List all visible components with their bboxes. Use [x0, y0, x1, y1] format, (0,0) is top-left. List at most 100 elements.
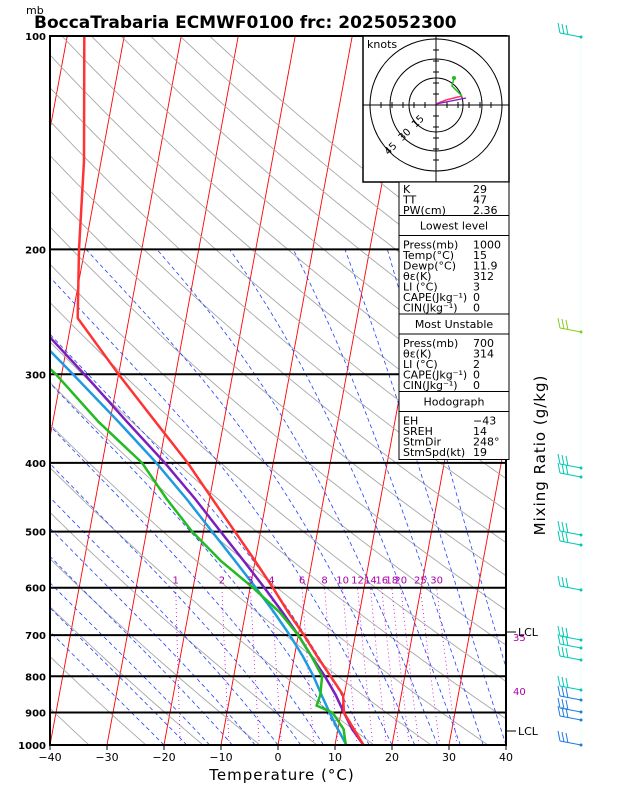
pressure-tick-label: 200: [25, 245, 46, 256]
isotherm-line: [0, 36, 10, 745]
sounding-profiles: [50, 36, 365, 745]
indices-table: K 29 TT 47 PW(cm) 2.36 Lowest level Press(mb) 10…: [398, 181, 510, 460]
index-label: StmSpd(kt): [403, 446, 465, 459]
wind-barb-feather: [561, 626, 565, 638]
index-label: SREH: [403, 425, 433, 438]
dry-adiabat-line: [50, 54, 506, 449]
dry-adiabat-line: [50, 263, 506, 646]
index-value: 15: [473, 249, 487, 262]
indices-table-frame: [398, 181, 510, 460]
index-label: PW(cm): [403, 204, 446, 217]
wind-barb-feather: [561, 463, 565, 475]
mixing-ratio-label: 1: [173, 576, 179, 587]
wind-barb-feather: [565, 577, 569, 589]
dry-adiabat-line: [61, 36, 506, 419]
index-section-heading: Most Unstable: [415, 318, 494, 331]
isotherm-line: [106, 36, 239, 745]
index-value: 700: [473, 337, 494, 350]
index-value: 2: [473, 358, 480, 371]
wind-barb-feather: [561, 676, 565, 688]
hodograph-trace-high: [451, 77, 463, 97]
wind-barb-feather: [561, 576, 565, 588]
wind-barb-feather: [565, 464, 569, 476]
wind-barb-feather: [565, 24, 569, 36]
wind-barb-feather: [561, 454, 565, 466]
index-section-heading: Hodograph: [424, 396, 485, 409]
pressure-tick-label: 800: [25, 672, 46, 683]
mixing-ratio-label: 3: [247, 576, 253, 587]
dry-adiabat-line: [50, 467, 375, 745]
lcl-label-lower: LCL: [518, 725, 539, 738]
index-label: Temp(°C): [402, 249, 454, 262]
moist-adiabat-line: [50, 425, 324, 745]
x-tick-label: 20: [385, 751, 399, 764]
wind-barb-feather: [557, 645, 561, 657]
wind-barb-staff: [559, 327, 582, 333]
y-axis: 1000 900 800 700 600 500 400 300 200 100: [18, 32, 46, 752]
index-label: StmDir: [403, 436, 442, 449]
index-value: 47: [473, 194, 487, 207]
moist-adiabat-line: [50, 631, 165, 745]
wind-barb-staff: [559, 472, 582, 478]
index-label: θε(K): [403, 270, 431, 283]
index-label: EH: [403, 415, 418, 428]
dry-adiabat-line: [50, 606, 204, 745]
mixing-ratio-label: 25: [414, 576, 427, 587]
theta-e-label-40: 40: [513, 687, 526, 698]
wind-barb-feather: [561, 23, 565, 35]
x-tick-label: −20: [152, 751, 175, 764]
index-value: 19: [473, 446, 487, 459]
isotherm-line: [50, 36, 182, 745]
dewpoint-profile-line: [50, 367, 348, 745]
theta-e-label-35: 35: [513, 633, 526, 644]
wind-barb-feather: [557, 705, 561, 717]
index-label: LI (°C): [403, 281, 438, 294]
mixing-ratio-label: 8: [321, 576, 327, 587]
envelope-profile-line: [50, 349, 348, 745]
moist-adiabat-line: [85, 249, 416, 745]
lcl-label-upper: LCL: [518, 626, 539, 639]
index-label: TT: [402, 194, 417, 207]
wind-barb-feather: [565, 627, 569, 639]
wind-barb-staff: [559, 685, 582, 691]
pressure-tick-label: 100: [25, 32, 46, 43]
wind-barb-staff: [559, 740, 582, 746]
wind-barb-feather: [557, 675, 561, 687]
wind-barb-staff: [559, 540, 582, 546]
index-value: −43: [473, 415, 496, 428]
index-label: Dewp(°C): [403, 260, 456, 273]
mixing-ratio-label: 4: [268, 576, 274, 587]
wind-barb-feather: [565, 522, 569, 534]
pressure-tick-label: 500: [25, 528, 46, 539]
moist-adiabat-line: [50, 496, 279, 745]
parcel-profile-line: [50, 335, 365, 745]
index-label: CIN(Jkg⁻¹): [403, 302, 458, 315]
index-section-heading: Lowest level: [420, 220, 488, 233]
wind-barb-feather: [565, 455, 569, 467]
wind-barb-feather: [565, 707, 569, 719]
x-tick-label: −10: [209, 751, 232, 764]
mixing-ratio-label: 2: [219, 576, 225, 587]
x-tick-label: 0: [275, 751, 282, 764]
moist-adiabat-line: [50, 382, 347, 745]
index-value: 29: [473, 183, 487, 196]
wind-barb-feather: [557, 317, 561, 329]
index-label: CAPE(Jkg⁻¹): [403, 291, 467, 304]
chart-title: BoccaTrabaria ECMWF0100 frc: 2025052300: [34, 13, 457, 33]
pressure-tick-label: 300: [25, 370, 46, 381]
wind-barb-staff: [559, 715, 582, 721]
mixing-ratio-label: 16: [375, 576, 388, 587]
moist-adiabat-line: [50, 555, 233, 745]
mixing-ratio-line: [324, 587, 339, 745]
dry-adiabat-line: [50, 511, 318, 745]
dry-adiabat-line: [50, 120, 506, 511]
isotherm-line: [50, 36, 125, 440]
wind-barb-feather: [561, 521, 565, 533]
wind-barb-feather: [561, 318, 565, 330]
pressure-unit-label: mb: [26, 4, 44, 17]
index-value: 1000: [473, 239, 501, 252]
index-value: 0: [473, 379, 480, 392]
